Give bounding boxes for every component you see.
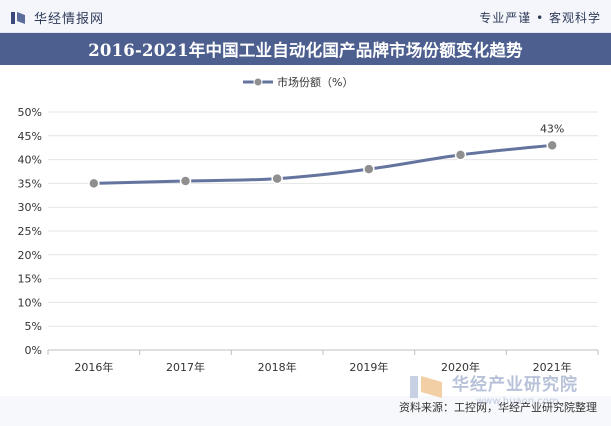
data-point bbox=[271, 172, 283, 185]
x-tick-label: 2017年 bbox=[166, 360, 205, 374]
y-tick-label: 30% bbox=[18, 201, 42, 214]
legend-swatch bbox=[243, 77, 273, 87]
x-tick-label: 2018年 bbox=[258, 360, 297, 374]
source-note: 资料来源：工控网，华经产业研究院整理 bbox=[399, 401, 597, 414]
tagline: 专业严谨 • 客观科学 bbox=[479, 11, 601, 25]
y-tick-label: 0% bbox=[25, 344, 42, 357]
brand: 华经情报网 bbox=[10, 8, 104, 27]
x-tick-label: 2019年 bbox=[349, 360, 388, 374]
y-tick-label: 10% bbox=[18, 296, 42, 309]
x-tick-label: 2016年 bbox=[74, 360, 113, 374]
y-tick-label: 15% bbox=[18, 273, 42, 286]
brand-logo-icon bbox=[11, 11, 25, 24]
data-point bbox=[179, 175, 192, 187]
data-point bbox=[363, 163, 375, 175]
top-bar: 华经情报网 专业严谨 • 客观科学 bbox=[0, 0, 611, 33]
watermark-text: 华经产业研究院 bbox=[452, 375, 578, 395]
data-point bbox=[546, 139, 558, 152]
x-tick-label: 2020年 bbox=[441, 360, 480, 374]
title-bar: 2016-2021年中国工业自动化国产品牌市场份额变化趋势 bbox=[0, 33, 611, 65]
x-tick-label: 2021年 bbox=[533, 360, 572, 374]
y-tick-label: 50% bbox=[18, 106, 42, 119]
y-tick-label: 5% bbox=[25, 320, 42, 333]
y-tick-label: 20% bbox=[18, 249, 42, 262]
y-tick-label: 45% bbox=[18, 130, 42, 143]
source-bar bbox=[0, 396, 611, 426]
data-point bbox=[88, 177, 100, 190]
brand-name: 华经情报网 bbox=[34, 12, 105, 27]
legend-label: 市场份额（%） bbox=[277, 76, 354, 89]
series-line bbox=[92, 143, 554, 185]
legend: 市场份额（%） bbox=[243, 74, 353, 90]
data-label: 43% bbox=[540, 122, 564, 135]
watermark-logo-icon bbox=[410, 376, 442, 398]
y-tick-label: 40% bbox=[18, 154, 42, 167]
y-tick-label: 25% bbox=[18, 225, 42, 238]
y-tick-label: 35% bbox=[18, 177, 42, 190]
chart-title: 2016-2021年中国工业自动化国产品牌市场份额变化趋势 bbox=[88, 41, 523, 60]
data-point bbox=[454, 149, 467, 161]
watermark-url: www.huaon.com bbox=[476, 396, 559, 407]
